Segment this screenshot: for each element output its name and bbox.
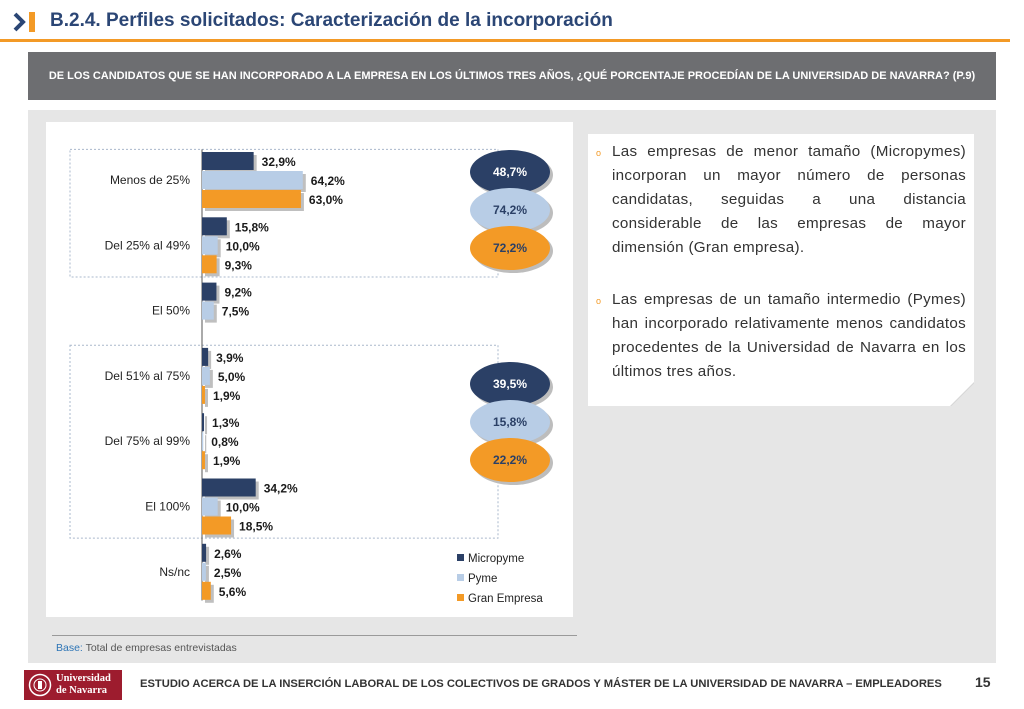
- bar: [202, 581, 211, 600]
- bar: [202, 543, 207, 562]
- seal-icon: [28, 673, 52, 697]
- total-label: 39,5%: [493, 377, 527, 391]
- category-label: Menos de 25%: [110, 173, 190, 187]
- category-label: El 50%: [152, 304, 190, 318]
- bar-shadow: [205, 565, 209, 584]
- page-number: 15: [975, 674, 991, 690]
- total-oval: [470, 188, 550, 232]
- total-label: 15,8%: [493, 415, 527, 429]
- bar: [202, 516, 232, 535]
- bar-shadow: [205, 435, 207, 454]
- category-label: Ns/nc: [159, 565, 190, 579]
- chevron-bar-icon: [13, 12, 35, 32]
- total-oval: [470, 400, 550, 444]
- legend-swatch: [457, 554, 464, 561]
- data-label: 34,2%: [264, 482, 298, 496]
- bar: [202, 171, 303, 189]
- page-curl-icon: [950, 382, 974, 406]
- bar: [202, 301, 214, 320]
- data-label: 10,0%: [226, 239, 260, 253]
- total-label: 48,7%: [493, 165, 527, 179]
- bar: [202, 347, 209, 366]
- bar: [202, 366, 210, 385]
- legend-swatch: [457, 574, 464, 581]
- total-label: 22,2%: [493, 453, 527, 467]
- legend-label: Gran Empresa: [468, 593, 543, 605]
- bar: [202, 497, 218, 516]
- total-oval: [470, 362, 550, 406]
- commentary-box: [588, 134, 974, 406]
- bar: [202, 236, 218, 255]
- legend-swatch: [457, 594, 464, 601]
- total-oval: [470, 150, 550, 194]
- data-label: 64,2%: [311, 174, 345, 188]
- question-text: DE LOS CANDIDATOS QUE SE HAN INCORPORADO…: [48, 70, 976, 82]
- bar: [202, 255, 217, 274]
- data-label: 1,9%: [213, 389, 241, 403]
- bar: [202, 217, 227, 236]
- data-label: 2,5%: [214, 566, 242, 580]
- data-label: 9,3%: [225, 258, 253, 272]
- bar-shadow: [205, 416, 208, 435]
- university-logo: Universidad de Navarra: [24, 670, 122, 700]
- data-label: 2,6%: [214, 547, 242, 561]
- data-label: 5,6%: [219, 585, 247, 599]
- total-oval: [470, 226, 550, 270]
- bar-shadow: [205, 546, 210, 565]
- data-label: 5,0%: [218, 370, 246, 384]
- page-title: B.2.4. Perfiles solicitados: Caracteriza…: [50, 10, 613, 31]
- title-rule: [0, 39, 1010, 42]
- category-label: El 100%: [145, 500, 190, 514]
- bar-chart: Menos de 25% Del 25% al 49% El 50% Del 51% …: [69, 148, 553, 605]
- bar: [202, 451, 205, 470]
- category-label: Del 51% al 75%: [105, 369, 191, 383]
- data-label: 63,0%: [309, 193, 343, 207]
- data-label: 7,5%: [222, 305, 250, 319]
- bullet-icon: o: [596, 296, 602, 306]
- bar: [202, 385, 205, 404]
- data-label: 1,3%: [212, 416, 240, 430]
- data-label: 10,0%: [226, 501, 260, 515]
- data-label: 15,8%: [235, 220, 269, 234]
- bar: [202, 152, 254, 170]
- legend-label: Micropyme: [468, 553, 524, 565]
- category-label: Del 75% al 99%: [105, 434, 191, 448]
- base-note: Base: Total de empresas entrevistadas: [56, 642, 237, 654]
- bar: [202, 432, 204, 451]
- data-label: 32,9%: [262, 155, 296, 169]
- footer-study-title: ESTUDIO ACERCA DE LA INSERCIÓN LABORAL D…: [140, 678, 942, 690]
- category-label: Del 25% al 49%: [105, 238, 191, 252]
- bar-shadow: [205, 454, 208, 473]
- data-label: 18,5%: [239, 520, 273, 534]
- base-label: Base:: [56, 642, 83, 654]
- base-text: Total de empresas entrevistadas: [82, 642, 237, 654]
- data-label: 1,9%: [213, 454, 241, 468]
- data-label: 3,9%: [216, 351, 244, 365]
- bar: [202, 478, 256, 497]
- bar: [202, 562, 206, 581]
- title-bar: B.2.4. Perfiles solicitados: Caracteriza…: [0, 0, 1024, 42]
- question-banner: DE LOS CANDIDATOS QUE SE HAN INCORPORADO…: [28, 52, 996, 100]
- bar: [202, 282, 217, 301]
- bullet-icon: o: [596, 148, 602, 158]
- bar: [202, 190, 301, 208]
- commentary-bullet-1: Las empresas de menor tamaño (Micropymes…: [612, 143, 966, 256]
- total-oval: [470, 438, 550, 482]
- total-label: 72,2%: [493, 241, 527, 255]
- bar-shadow: [205, 388, 208, 407]
- total-label: 74,2%: [493, 203, 527, 217]
- commentary-bullet-2: Las empresas de un tamaño intermedio (Py…: [612, 291, 966, 380]
- legend-label: Pyme: [468, 573, 497, 585]
- logo-text-line-2: de Navarra: [56, 685, 108, 696]
- data-label: 0,8%: [211, 435, 239, 449]
- base-rule: [52, 635, 577, 636]
- data-label: 9,2%: [224, 286, 252, 300]
- bar: [202, 413, 205, 432]
- logo-text-line-1: Universidad: [56, 673, 111, 684]
- group-box: [69, 148, 499, 278]
